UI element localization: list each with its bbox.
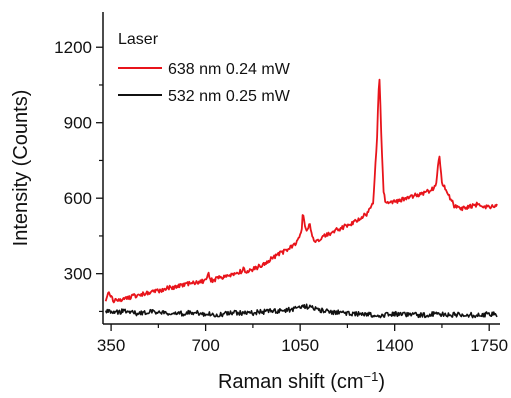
series-line-532nm — [104, 303, 498, 319]
x-axis-title-close: ) — [378, 371, 385, 393]
x-axis-title-superscript: −1 — [364, 369, 379, 384]
legend-label-638nm: 638 nm 0.24 mW — [168, 61, 291, 78]
x-axis-title-main: Raman shift (cm — [218, 371, 364, 393]
plot-area — [104, 78, 498, 319]
y-tick-label: 900 — [64, 114, 92, 133]
x-tick-label: 350 — [97, 336, 125, 355]
x-axis-title: Raman shift (cm−1) — [218, 369, 385, 394]
x-tick-label: 1750 — [470, 336, 508, 355]
x-tick-label: 1400 — [376, 336, 414, 355]
x-tick-labels: 350 700 1050 1400 1750 — [97, 336, 508, 355]
legend-label-532nm: 532 nm 0.25 mW — [168, 88, 291, 105]
axes — [102, 12, 500, 325]
x-tick-label: 1050 — [281, 336, 319, 355]
series-line-638nm — [104, 78, 498, 304]
y-tick-label: 1200 — [54, 38, 92, 57]
y-axis-title: Intensity (Counts) — [10, 90, 32, 247]
legend: Laser 638 nm 0.24 mW 532 nm 0.25 mW — [118, 31, 291, 105]
y-tick-label: 600 — [64, 189, 92, 208]
x-tick-label: 700 — [191, 336, 219, 355]
legend-title: Laser — [118, 31, 159, 48]
tick-marks — [96, 46, 490, 331]
y-tick-labels: 300 600 900 1200 — [54, 38, 92, 283]
y-tick-label: 300 — [64, 265, 92, 284]
